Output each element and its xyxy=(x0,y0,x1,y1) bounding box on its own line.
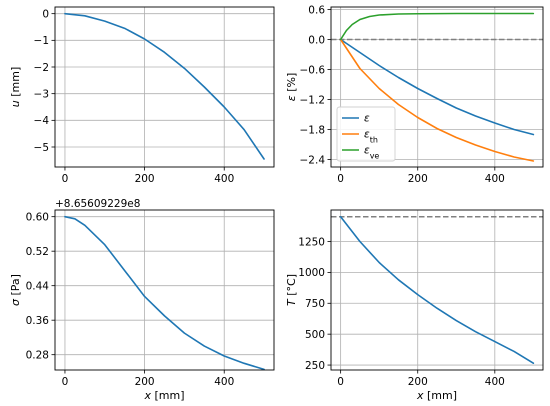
series-line-εve xyxy=(339,12,535,41)
y-tick-label: −2.4 xyxy=(300,154,326,166)
y-axis-label: σ [Pa] xyxy=(9,274,22,306)
y-tick-label: 250 xyxy=(305,360,325,372)
y-tick-label: −0.6 xyxy=(300,64,326,76)
y-tick-label: −1.2 xyxy=(300,94,326,106)
y-tick-label: 500 xyxy=(305,329,325,341)
y-tick-label: −4 xyxy=(34,115,50,127)
panel-temperature: 0 200 400 1250 1000 750 500 250 x [mm] T [°C] xyxy=(285,209,544,402)
x-axis-label: x [mm] xyxy=(416,389,457,402)
y-tick-label: 1000 xyxy=(298,267,325,279)
y-tick-label: −1.8 xyxy=(300,124,326,136)
series-line-εth xyxy=(339,38,535,162)
series-line xyxy=(64,12,265,160)
y-axis-label: T [°C] xyxy=(285,274,298,306)
x-tick-label: 0 xyxy=(337,376,344,388)
y-tick-label: −2 xyxy=(34,62,49,74)
y-tick-label: 0.28 xyxy=(26,349,49,361)
x-tick-label: 200 xyxy=(408,173,428,185)
series-line-ε xyxy=(339,38,535,136)
x-tick-label: 400 xyxy=(485,173,505,185)
y-tick-label: 0.44 xyxy=(26,280,50,292)
x-tick-label: 0 xyxy=(62,376,69,388)
y-tick-label: −5 xyxy=(34,142,49,154)
y-tick-label: 0.0 xyxy=(308,34,325,46)
y-tick-label: 750 xyxy=(305,298,325,310)
x-tick-label: 0 xyxy=(337,173,344,185)
y-tick-label: −3 xyxy=(34,88,49,100)
y-axis-label: u [mm] xyxy=(9,67,22,108)
panel-strain: 0 200 400 0.6 0.0 −0.6 −1.2 −1.8 −2.4 ε [%] ε εthεv… xyxy=(285,4,544,185)
series-line xyxy=(339,216,535,364)
legend-box xyxy=(336,106,396,162)
x-tick-label: 200 xyxy=(408,376,428,388)
x-tick-label: 400 xyxy=(214,376,234,388)
plot-frame xyxy=(54,209,275,371)
plot-frame xyxy=(330,6,544,168)
y-tick-label: 0.52 xyxy=(26,246,49,258)
y-tick-label: 0.60 xyxy=(26,211,49,223)
x-tick-label: 400 xyxy=(214,173,234,185)
series-line xyxy=(64,215,265,371)
legend-label: εth xyxy=(364,129,378,145)
x-tick-label: 0 xyxy=(62,173,69,185)
x-tick-label: 200 xyxy=(135,173,155,185)
y-tick-label: 0.6 xyxy=(308,4,325,16)
y-axis-label: ε [%] xyxy=(285,73,298,102)
x-axis-label: x [mm] xyxy=(143,389,184,402)
offset-label: +8.65609229e8 xyxy=(55,198,140,210)
legend-label: εve xyxy=(364,145,379,161)
y-tick-label: 0.36 xyxy=(26,315,50,327)
plot-frame xyxy=(330,209,544,371)
y-tick-label: −1 xyxy=(34,35,49,47)
x-tick-label: 200 xyxy=(135,376,155,388)
y-tick-label: 1250 xyxy=(298,236,325,248)
x-tick-label: 400 xyxy=(485,376,505,388)
panel-stress: 0 200 400 0.60 0.52 0.44 0.36 0.28 x [mm] σ [Pa] +… xyxy=(9,198,275,402)
panel-displacement: 0 200 400 0 −1 −2 −3 −4 −5 u [mm] xyxy=(9,6,275,185)
legend-label: ε xyxy=(364,113,370,125)
y-tick-label: 0 xyxy=(42,8,49,20)
plot-frame xyxy=(54,6,275,168)
